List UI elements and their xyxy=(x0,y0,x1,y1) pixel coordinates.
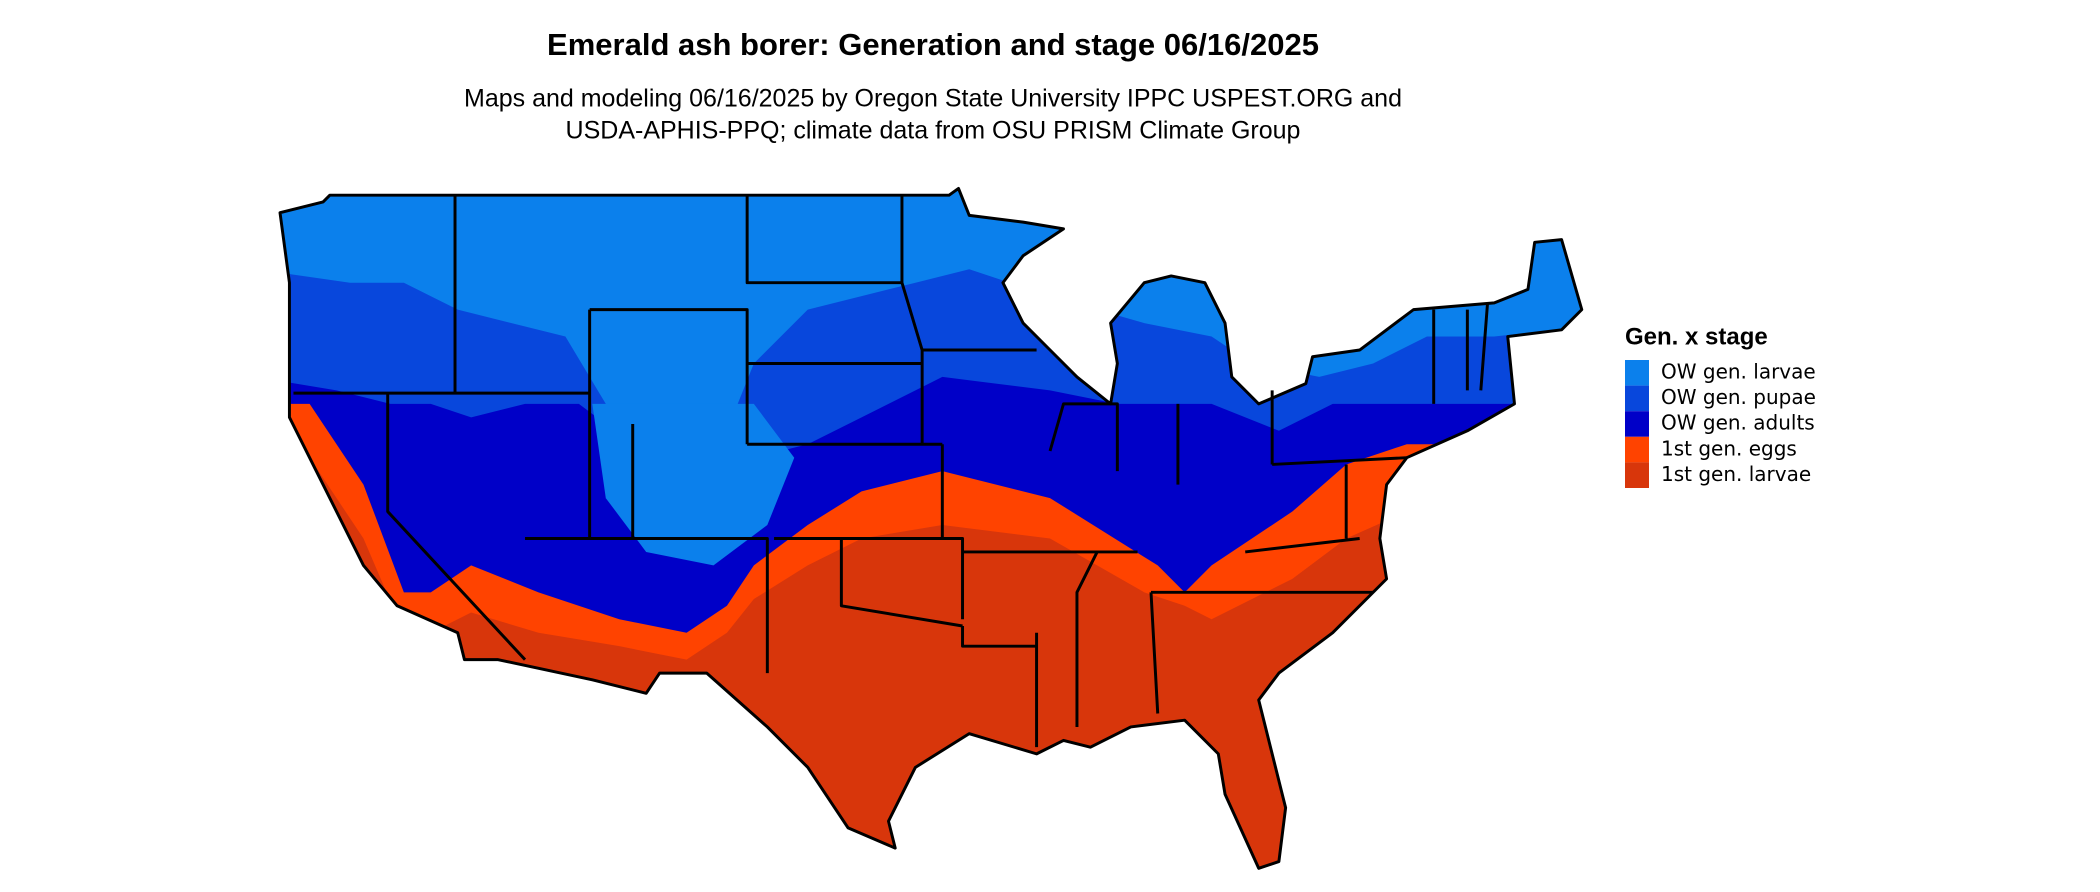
legend-swatch xyxy=(1625,436,1649,463)
legend-label: 1st gen. eggs xyxy=(1661,436,1797,460)
legend-swatch xyxy=(1625,411,1649,437)
legend-label: OW gen. pupae xyxy=(1661,385,1816,409)
legend-swatch xyxy=(1625,462,1649,488)
country-border xyxy=(278,186,1584,870)
map-subtitle: USDA-APHIS-PPQ; climate data from OSU PR… xyxy=(566,117,1301,145)
map-subtitle: Maps and modeling 06/16/2025 by Oregon S… xyxy=(464,85,1402,113)
legend-label: OW gen. larvae xyxy=(1661,360,1816,384)
map-title: Emerald ash borer: Generation and stage … xyxy=(547,27,1319,62)
region-ow-larvae xyxy=(592,403,795,566)
legend-label: OW gen. adults xyxy=(1661,411,1815,435)
legend-label: 1st gen. larvae xyxy=(1661,462,1811,486)
stage-regions xyxy=(280,188,1582,869)
legend-title: Gen. x stage xyxy=(1625,323,1768,350)
state-borders xyxy=(293,195,1490,748)
legend-swatch xyxy=(1625,385,1649,412)
legend-swatch xyxy=(1625,360,1649,386)
map xyxy=(278,186,1584,870)
